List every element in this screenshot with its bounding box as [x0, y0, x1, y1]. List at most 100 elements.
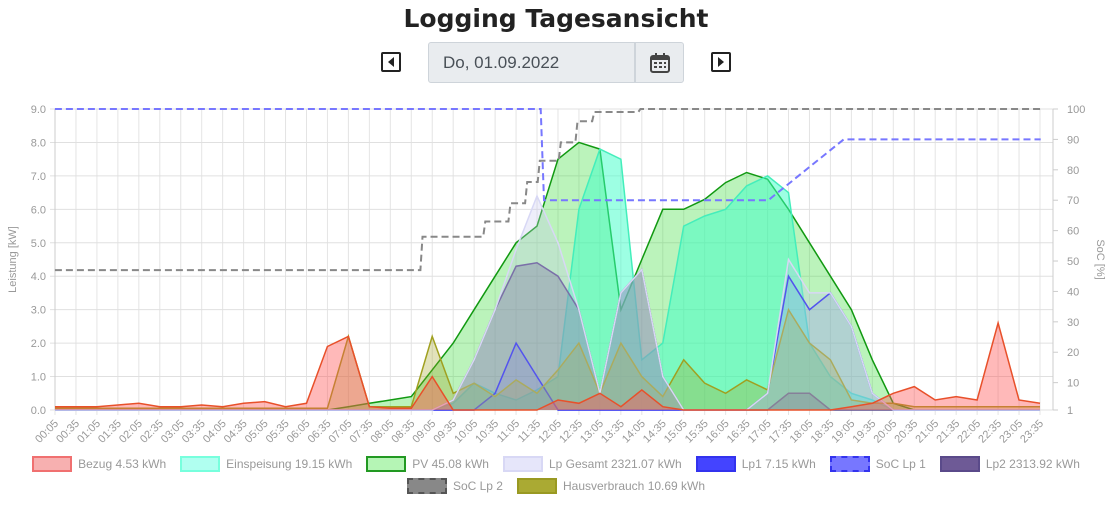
- x-tick-label: 20:05: [871, 418, 899, 446]
- x-tick-label: 22:35: [976, 418, 1004, 446]
- y-axis-label: Leistung [kW]: [7, 226, 19, 293]
- x-tick-label: 23:35: [1018, 418, 1046, 446]
- legend-swatch: [516, 478, 557, 494]
- legend-swatch: [32, 456, 73, 472]
- x-tick-label: 07:05: [327, 418, 355, 446]
- prev-day-button[interactable]: [381, 52, 401, 72]
- x-tick-label: 01:35: [96, 418, 124, 446]
- series-line-soc-lp-2: [54, 108, 1041, 272]
- x-tick-label: 15:35: [683, 418, 711, 446]
- x-tick-label: 22:05: [955, 418, 983, 446]
- x-tick-label: 20:35: [892, 418, 920, 446]
- x-tick-label: 02:35: [138, 418, 166, 446]
- x-tick-label: 07:35: [348, 418, 376, 446]
- next-day-button[interactable]: [711, 52, 731, 72]
- legend-swatch: [180, 456, 221, 472]
- legend-row-1: Bezug 4.53 kWh Einspeisung 19.15 kWh PV 45…: [0, 456, 1112, 472]
- x-tick-label: 08:35: [389, 418, 417, 446]
- y2-tick-label: 40: [1067, 286, 1079, 298]
- legend-item[interactable]: Einspeisung 19.15 kWh: [180, 456, 352, 472]
- y2-tick-label: 100: [1067, 104, 1085, 116]
- y-tick-label: 8.0: [31, 137, 46, 149]
- x-tick-label: 13:35: [599, 418, 627, 446]
- x-tick-label: 21:35: [934, 418, 962, 446]
- page-title: Logging Tagesansicht: [403, 4, 709, 33]
- legend-swatch: [502, 456, 543, 472]
- y2-tick-label: 30: [1067, 317, 1079, 329]
- x-tick-label: 13:05: [578, 418, 606, 446]
- y2-tick-label: 1: [1067, 405, 1073, 417]
- x-tick-label: 14:35: [641, 418, 669, 446]
- legend-label: Bezug 4.53 kWh: [78, 457, 167, 471]
- series-area-hausverbrauch-10-69-kwh: [55, 309, 1040, 410]
- x-tick-label: 00:05: [33, 418, 61, 446]
- series-area-einspeisung-19-15-kwh: [55, 149, 1040, 410]
- y2-axis-label: SoC [%]: [1094, 239, 1106, 279]
- x-tick-label: 04:35: [222, 418, 250, 446]
- series-area-lp1-7-15-kwh: [55, 276, 1040, 410]
- y-tick-label: 2.0: [31, 338, 46, 350]
- y-tick-label: 9.0: [31, 104, 46, 116]
- x-tick-label: 08:05: [368, 418, 396, 446]
- legend-label: PV 45.08 kWh: [412, 457, 489, 471]
- legend-swatch: [366, 456, 407, 472]
- y2-tick-label: 10: [1067, 378, 1079, 390]
- legend-item[interactable]: Bezug 4.53 kWh: [32, 456, 166, 472]
- y2-tick-label: 80: [1067, 165, 1079, 177]
- y-tick-label: 6.0: [31, 204, 46, 216]
- legend-label: Lp1 7.15 kWh: [741, 457, 816, 471]
- x-tick-label: 17:05: [746, 418, 774, 446]
- x-tick-label: 17:35: [767, 418, 795, 446]
- series-area-lp2-2313-92-kwh: [55, 262, 1040, 410]
- legend-row-2: SoC Lp 2 Hausverbrauch 10.69 kWh: [0, 478, 1112, 494]
- legend-item[interactable]: PV 45.08 kWh: [366, 456, 489, 472]
- x-tick-label: 18:35: [809, 418, 837, 446]
- legend-label: SoC Lp 1: [875, 457, 926, 471]
- x-tick-label: 23:05: [997, 418, 1025, 446]
- legend-label: SoC Lp 2: [452, 479, 503, 493]
- series-line-lp-gesamt-2321-07-kwh: [55, 194, 1040, 411]
- legend-label: Einspeisung 19.15 kWh: [226, 457, 353, 471]
- calendar-button[interactable]: [635, 42, 684, 83]
- x-tick-label: 09:05: [410, 418, 438, 446]
- x-tick-label: 16:35: [725, 418, 753, 446]
- legend-item[interactable]: Lp1 7.15 kWh: [695, 456, 816, 472]
- x-tick-label: 06:35: [306, 418, 334, 446]
- x-tick-label: 19:05: [830, 418, 858, 446]
- y2-tick-label: 60: [1067, 226, 1079, 238]
- series-area-lp-gesamt-2321-07-kwh: [55, 196, 1040, 410]
- x-tick-label: 15:05: [662, 418, 690, 446]
- y-tick-label: 7.0: [31, 171, 46, 183]
- x-tick-label: 19:35: [851, 418, 879, 446]
- x-tick-label: 05:05: [243, 418, 271, 446]
- legend-item[interactable]: SoC Lp 1: [829, 456, 926, 472]
- caret-right-icon: [718, 57, 724, 67]
- y-tick-label: 0.0: [31, 405, 46, 417]
- series-line-bezug-4-53-kwh: [55, 320, 1041, 411]
- y2-tick-label: 90: [1067, 134, 1079, 146]
- y2-tick-label: 70: [1067, 195, 1079, 207]
- x-tick-label: 16:05: [704, 418, 732, 446]
- x-tick-label: 03:35: [180, 418, 208, 446]
- legend-item[interactable]: Lp Gesamt 2321.07 kWh: [502, 456, 682, 472]
- x-tick-label: 09:35: [431, 418, 459, 446]
- x-tick-label: 12:35: [557, 418, 585, 446]
- y-tick-label: 4.0: [31, 271, 46, 283]
- power-chart: 00:0500:3501:0501:3502:0502:3503:0503:35…: [7, 104, 1106, 446]
- x-tick-label: 10:35: [473, 418, 501, 446]
- y-tick-label: 3.0: [31, 305, 46, 317]
- date-input[interactable]: Do, 01.09.2022: [428, 42, 635, 83]
- legend-item[interactable]: Lp2 2313.92 kWh: [939, 456, 1080, 472]
- x-tick-label: 00:35: [54, 418, 82, 446]
- legend-label: Hausverbrauch 10.69 kWh: [562, 479, 706, 493]
- legend-label: Lp2 2313.92 kWh: [985, 457, 1080, 471]
- legend-swatch: [829, 456, 870, 472]
- x-tick-label: 18:05: [788, 418, 816, 446]
- legend-item[interactable]: SoC Lp 2: [406, 478, 503, 494]
- x-tick-label: 11:05: [495, 418, 522, 445]
- series-line-hausverbrauch-10-69-kwh: [55, 307, 1040, 410]
- x-tick-label: 01:05: [75, 418, 103, 446]
- legend-item[interactable]: Hausverbrauch 10.69 kWh: [516, 478, 706, 494]
- x-tick-label: 12:05: [536, 418, 564, 446]
- x-tick-label: 02:05: [117, 418, 145, 446]
